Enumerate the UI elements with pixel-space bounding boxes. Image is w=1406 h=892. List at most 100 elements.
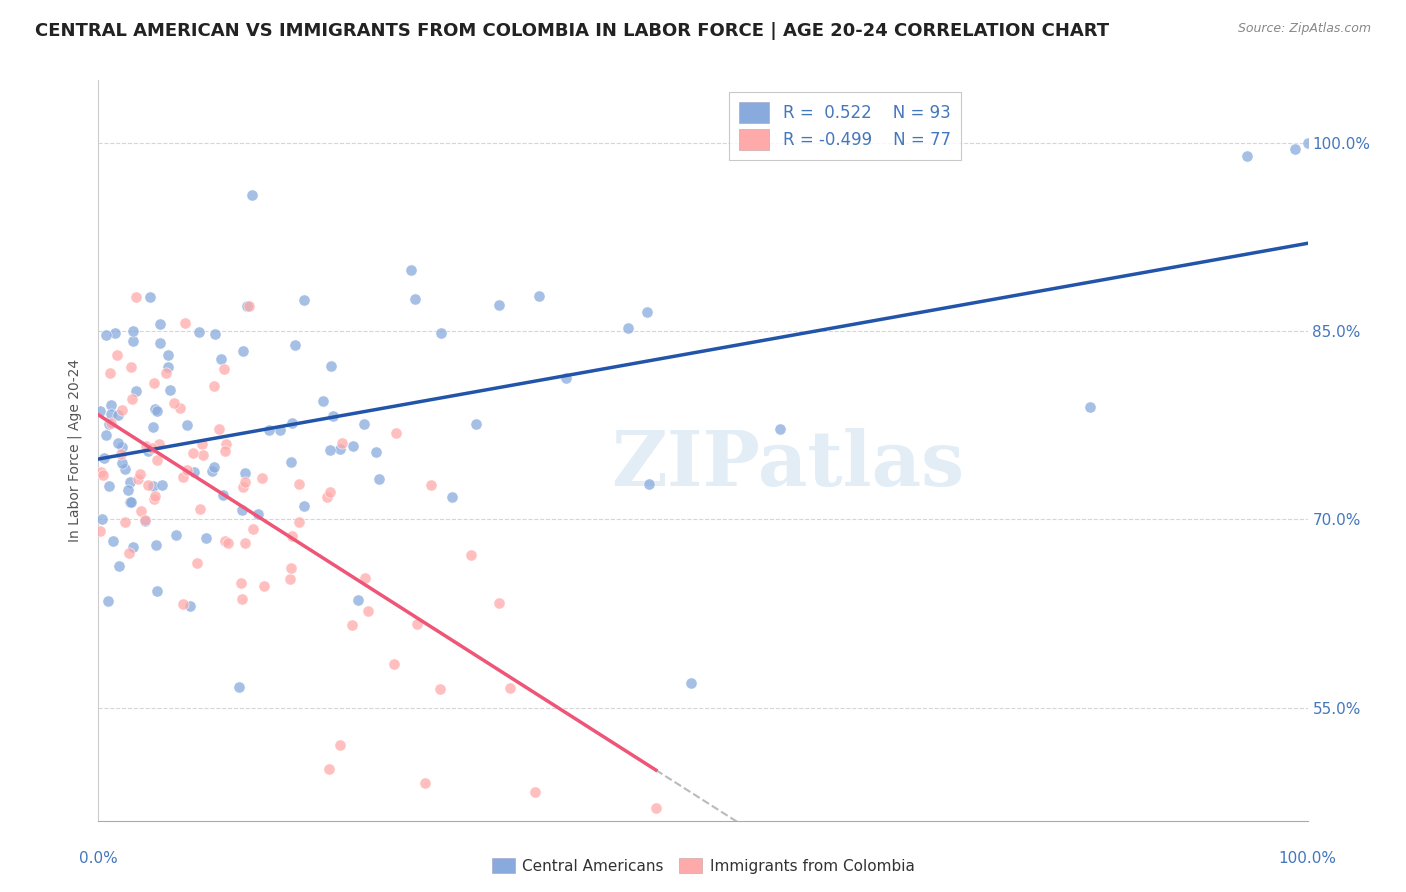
Point	[318, 762, 340, 776]
Point	[636, 305, 658, 319]
Point	[125, 290, 148, 304]
Point	[429, 682, 451, 697]
Point	[190, 501, 212, 516]
Point	[149, 317, 172, 331]
Point	[316, 490, 339, 504]
Point	[319, 442, 342, 457]
Point	[288, 476, 311, 491]
Point	[278, 573, 301, 587]
Point	[340, 617, 363, 632]
Point	[93, 451, 115, 466]
Point	[645, 801, 668, 815]
Text: CENTRAL AMERICAN VS IMMIGRANTS FROM COLOMBIA IN LABOR FORCE | AGE 20-24 CORRELAT: CENTRAL AMERICAN VS IMMIGRANTS FROM COLO…	[35, 22, 1109, 40]
Point	[191, 448, 214, 462]
Point	[194, 531, 217, 545]
Point	[292, 499, 315, 513]
Point	[617, 321, 640, 335]
Point	[235, 466, 257, 480]
Point	[157, 348, 180, 362]
Point	[488, 298, 510, 312]
Point	[430, 326, 453, 340]
Point	[105, 347, 128, 361]
Point	[240, 188, 263, 202]
Point	[638, 477, 661, 491]
Point	[231, 591, 253, 606]
Point	[145, 402, 167, 417]
Point	[312, 394, 335, 409]
Point	[191, 437, 214, 451]
Point	[281, 417, 304, 431]
Point	[246, 508, 269, 522]
Point	[111, 441, 134, 455]
Point	[554, 371, 576, 385]
Point	[208, 422, 231, 436]
Point	[281, 529, 304, 543]
Point	[187, 325, 209, 339]
Point	[148, 437, 170, 451]
Point	[217, 536, 239, 550]
Point	[97, 593, 120, 607]
Point	[121, 324, 143, 338]
Point	[229, 576, 252, 591]
Point	[120, 494, 142, 508]
Point	[280, 561, 302, 575]
Point	[214, 443, 236, 458]
Point	[94, 328, 117, 343]
Point	[90, 465, 112, 479]
Point	[165, 527, 187, 541]
Point	[141, 420, 163, 434]
Point	[202, 460, 225, 475]
Point	[202, 378, 225, 392]
Point	[135, 439, 157, 453]
Point	[122, 541, 145, 555]
Point	[145, 489, 167, 503]
Point	[118, 546, 141, 560]
Point	[404, 292, 426, 306]
Point	[329, 442, 352, 456]
Point	[89, 403, 111, 417]
Point	[233, 475, 256, 489]
Point	[129, 504, 152, 518]
Point	[101, 534, 124, 549]
Point	[250, 471, 273, 485]
Point	[174, 316, 197, 330]
Point	[139, 290, 162, 304]
Point	[120, 360, 142, 375]
Point	[100, 407, 122, 421]
Point	[186, 556, 208, 570]
Point	[231, 502, 253, 516]
Point	[150, 478, 173, 492]
Point	[201, 464, 224, 478]
Point	[127, 472, 149, 486]
Text: ZIPatlas: ZIPatlas	[612, 428, 965, 502]
Point	[111, 402, 134, 417]
Point	[488, 596, 510, 610]
Point	[108, 558, 131, 573]
Point	[136, 478, 159, 492]
Point	[91, 468, 114, 483]
Point	[292, 293, 315, 307]
Point	[143, 376, 166, 390]
Point	[176, 417, 198, 432]
Text: 100.0%: 100.0%	[1278, 851, 1337, 866]
Point	[134, 513, 156, 527]
Point	[1296, 136, 1319, 150]
Point	[319, 485, 342, 500]
Point	[399, 262, 422, 277]
Point	[121, 392, 143, 406]
Legend: R =  0.522    N = 93, R = -0.499    N = 77: R = 0.522 N = 93, R = -0.499 N = 77	[730, 92, 960, 160]
Point	[356, 604, 378, 618]
Point	[146, 453, 169, 467]
Point	[769, 422, 792, 436]
Point	[209, 351, 232, 366]
Point	[111, 456, 134, 470]
Point	[236, 299, 259, 313]
Point	[257, 423, 280, 437]
Point	[89, 524, 111, 539]
Point	[125, 384, 148, 398]
Point	[172, 470, 194, 484]
Point	[98, 417, 121, 432]
Point	[288, 515, 311, 529]
Point	[156, 359, 179, 374]
Point	[353, 417, 375, 431]
